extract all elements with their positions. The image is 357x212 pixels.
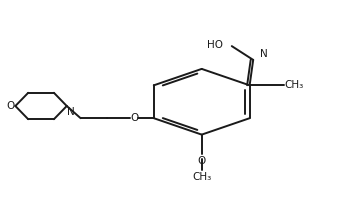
Text: O: O — [6, 101, 15, 111]
Text: O: O — [197, 156, 206, 166]
Text: CH₃: CH₃ — [285, 80, 304, 90]
Text: N: N — [67, 107, 75, 117]
Text: CH₃: CH₃ — [192, 172, 211, 182]
Text: HO: HO — [207, 40, 223, 50]
Text: O: O — [130, 113, 138, 123]
Text: N: N — [260, 49, 267, 59]
